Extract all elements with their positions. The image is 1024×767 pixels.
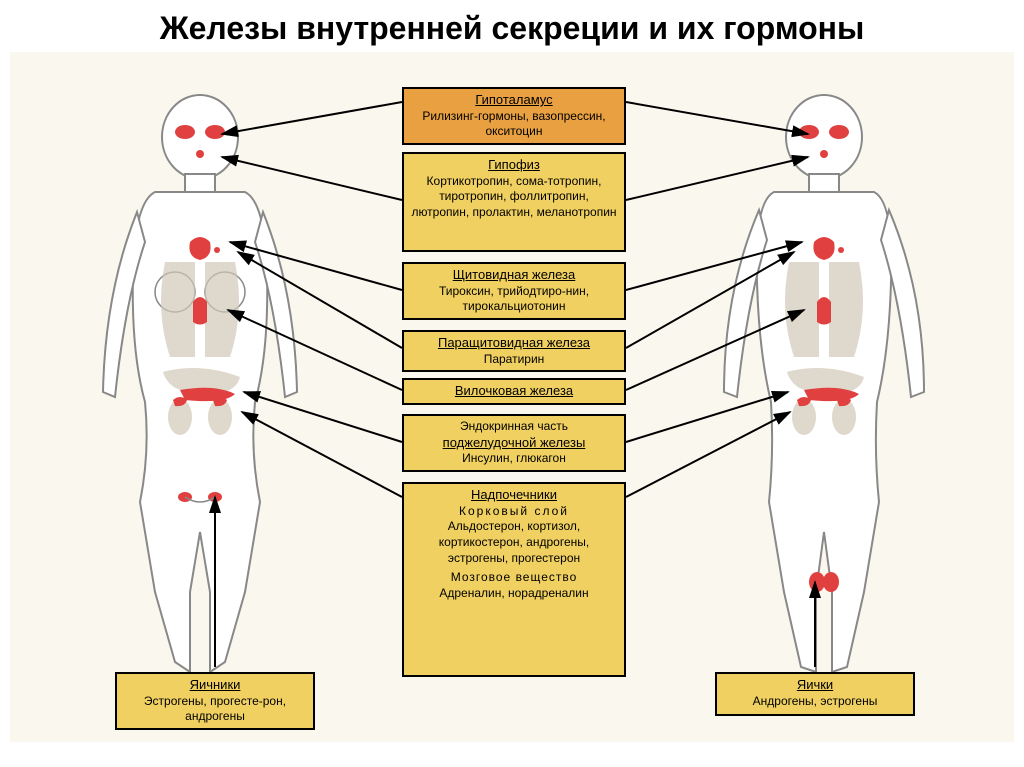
- gland-label: поджелудочной железы: [410, 435, 618, 452]
- box-testes: Яички Андрогены, эстрогены: [715, 672, 915, 716]
- hormones-label: Эстрогены, прогесте-рон, андрогены: [123, 694, 307, 725]
- gland-label: Вилочковая железа: [410, 383, 618, 400]
- gland-label: Щитовидная железа: [410, 267, 618, 284]
- sub1-hormones: Альдостерон, кортизол, кортикостерон, ан…: [410, 519, 618, 566]
- sub1-title: Корковый слой: [410, 504, 618, 520]
- diagram-area: Гипоталамус Рилизинг-гормоны, вазопресси…: [10, 52, 1014, 742]
- box-hypothalamus: Гипоталамус Рилизинг-гормоны, вазопресси…: [402, 87, 626, 145]
- box-hypophysis: Гипофиз Кортикотропин, сома-тотропин, ти…: [402, 152, 626, 252]
- hormones-label: Андрогены, эстрогены: [723, 694, 907, 710]
- gland-label: Паращитовидная железа: [410, 335, 618, 352]
- gland-label: Надпочечники: [410, 487, 618, 504]
- box-pancreas: Эндокринная часть поджелудочной железы И…: [402, 414, 626, 472]
- gland-label: Яички: [723, 677, 907, 694]
- hormones-label: Инсулин, глюкагон: [410, 451, 618, 467]
- box-adrenals: Надпочечники Корковый слой Альдостерон, …: [402, 482, 626, 677]
- sub2-hormones: Адреналин, норадреналин: [410, 586, 618, 602]
- gland-label: Яичники: [123, 677, 307, 694]
- male-body: [709, 92, 939, 672]
- female-body: [85, 92, 315, 672]
- box-thymus: Вилочковая железа: [402, 378, 626, 405]
- sub2-title: Мозговое вещество: [410, 570, 618, 586]
- gland-label: Гипофиз: [410, 157, 618, 174]
- page-title: Железы внутренней секреции и их гормоны: [0, 0, 1024, 52]
- gland-pre-label: Эндокринная часть: [410, 419, 618, 435]
- gland-label: Гипоталамус: [410, 92, 618, 109]
- hormones-label: Паратирин: [410, 352, 618, 368]
- hormones-label: Кортикотропин, сома-тотропин, тиротропин…: [410, 174, 618, 221]
- box-parathyroid: Паращитовидная железа Паратирин: [402, 330, 626, 372]
- box-ovaries: Яичники Эстрогены, прогесте-рон, андроге…: [115, 672, 315, 730]
- box-thyroid: Щитовидная железа Тироксин, трийодтиро-н…: [402, 262, 626, 320]
- hormones-label: Рилизинг-гормоны, вазопрессин, окситоцин: [410, 109, 618, 140]
- hormones-label: Тироксин, трийодтиро-нин, тирокальциотон…: [410, 284, 618, 315]
